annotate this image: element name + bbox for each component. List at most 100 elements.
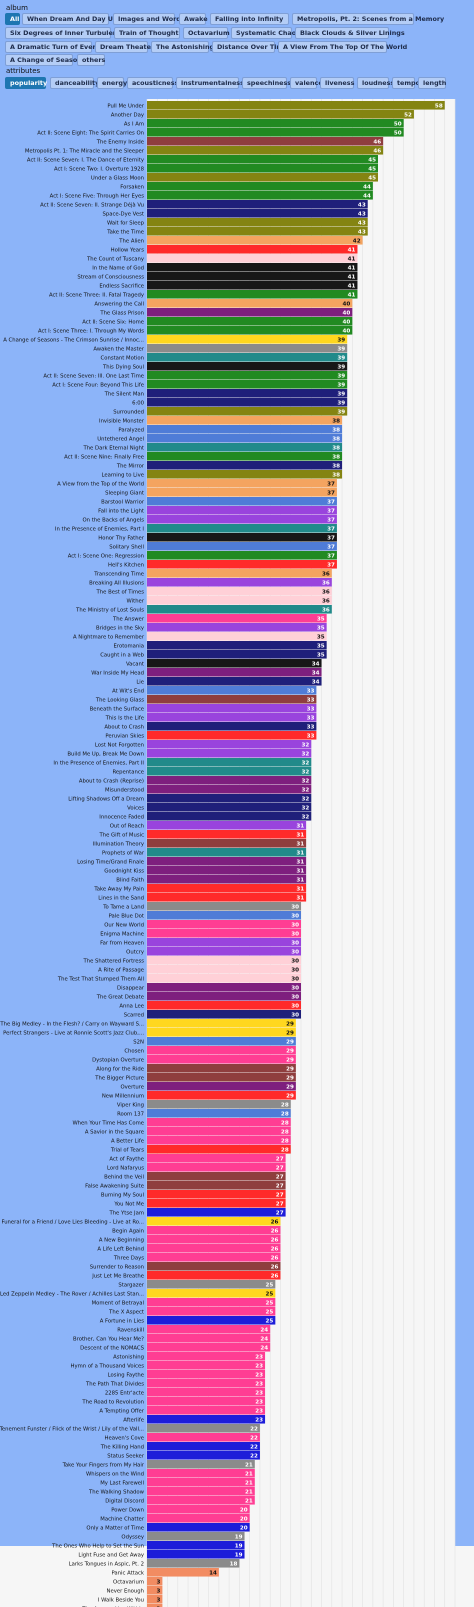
- bar[interactable]: [147, 1271, 281, 1280]
- album-filter-button-when-dream-and-day-unite[interactable]: When Dream And Day Unite: [22, 13, 127, 25]
- bar[interactable]: [147, 542, 337, 551]
- bar[interactable]: [147, 569, 332, 578]
- bar[interactable]: [147, 1073, 296, 1082]
- bar[interactable]: [147, 1316, 276, 1325]
- bar[interactable]: [147, 875, 307, 884]
- album-filter-button-images-and-words[interactable]: Images and Words: [113, 13, 185, 25]
- attribute-filter-button-valence[interactable]: valence: [290, 77, 323, 89]
- bar[interactable]: [147, 461, 343, 470]
- bar[interactable]: [147, 947, 301, 956]
- bar[interactable]: [147, 119, 404, 128]
- attribute-filter-button-length[interactable]: length: [418, 77, 446, 89]
- attribute-filter-button-energy[interactable]: energy: [97, 77, 127, 89]
- bar[interactable]: [147, 479, 337, 488]
- bar[interactable]: [147, 425, 343, 434]
- bar[interactable]: [147, 731, 317, 740]
- bar[interactable]: [147, 1109, 291, 1118]
- bar[interactable]: [147, 1487, 255, 1496]
- bar[interactable]: [147, 614, 327, 623]
- bar[interactable]: [147, 1604, 163, 1607]
- bar[interactable]: [147, 1433, 260, 1442]
- bar[interactable]: [147, 866, 307, 875]
- bar[interactable]: [147, 1235, 281, 1244]
- bar[interactable]: [147, 632, 327, 641]
- bar[interactable]: [147, 704, 317, 713]
- bar[interactable]: [147, 641, 327, 650]
- bar[interactable]: [147, 299, 353, 308]
- album-filter-button-train-of-thought[interactable]: Train of Thought: [114, 27, 180, 39]
- bar[interactable]: [147, 857, 307, 866]
- bar[interactable]: [147, 893, 307, 902]
- bar[interactable]: [147, 398, 348, 407]
- bar[interactable]: [147, 776, 312, 785]
- bar[interactable]: [147, 1379, 266, 1388]
- bar[interactable]: [147, 191, 373, 200]
- album-filter-button-awake[interactable]: Awake: [179, 13, 208, 25]
- bar[interactable]: [147, 227, 368, 236]
- bar[interactable]: [147, 101, 445, 110]
- bar[interactable]: [147, 1055, 296, 1064]
- bar[interactable]: [147, 974, 301, 983]
- bar[interactable]: [147, 155, 378, 164]
- attribute-filter-button-instrumentalness[interactable]: instrumentalness: [176, 77, 244, 89]
- album-filter-button-six-degrees-of-inner-turbulence[interactable]: Six Degrees of Inner Turbulence: [5, 27, 125, 39]
- bar[interactable]: [147, 623, 327, 632]
- album-filter-button-all[interactable]: All: [5, 13, 20, 25]
- bar[interactable]: [147, 1154, 286, 1163]
- bar[interactable]: [147, 389, 348, 398]
- bar[interactable]: [147, 794, 312, 803]
- bar[interactable]: [147, 1046, 296, 1055]
- album-filter-button-a-change-of-seasons[interactable]: A Change of Seasons: [5, 54, 86, 66]
- bar[interactable]: [147, 695, 317, 704]
- bar[interactable]: [147, 740, 312, 749]
- attribute-filter-button-loudness[interactable]: loudness: [357, 77, 394, 89]
- bar[interactable]: [147, 677, 322, 686]
- bar[interactable]: [147, 146, 384, 155]
- bar[interactable]: [147, 1514, 250, 1523]
- bar[interactable]: [147, 992, 301, 1001]
- bar[interactable]: [147, 1577, 163, 1586]
- bar[interactable]: [147, 848, 307, 857]
- bar[interactable]: [147, 353, 348, 362]
- bar[interactable]: [147, 1082, 296, 1091]
- album-filter-button-systematic-chaos[interactable]: Systematic Chaos: [231, 27, 300, 39]
- bar[interactable]: [147, 128, 404, 137]
- bar[interactable]: [147, 497, 337, 506]
- bar[interactable]: [147, 443, 343, 452]
- bar[interactable]: [147, 1442, 260, 1451]
- bar[interactable]: [147, 911, 301, 920]
- attribute-filter-button-popularity[interactable]: popularity: [5, 77, 47, 89]
- bar[interactable]: [147, 1541, 245, 1550]
- bar[interactable]: [147, 416, 343, 425]
- bar[interactable]: [147, 281, 358, 290]
- bar[interactable]: [147, 839, 307, 848]
- bar[interactable]: [147, 1406, 266, 1415]
- bar[interactable]: [147, 218, 368, 227]
- bar[interactable]: [147, 317, 353, 326]
- bar[interactable]: [147, 1550, 245, 1559]
- bar[interactable]: [147, 1280, 276, 1289]
- bar[interactable]: [147, 1478, 255, 1487]
- bar[interactable]: [147, 1091, 296, 1100]
- bar[interactable]: [147, 1253, 281, 1262]
- bar[interactable]: [147, 1217, 281, 1226]
- bar[interactable]: [147, 938, 301, 947]
- bar[interactable]: [147, 596, 332, 605]
- bar[interactable]: [147, 1037, 296, 1046]
- bar[interactable]: [147, 1334, 271, 1343]
- bar[interactable]: [147, 308, 353, 317]
- bar[interactable]: [147, 1559, 240, 1568]
- bar[interactable]: [147, 488, 337, 497]
- bar[interactable]: [147, 1505, 250, 1514]
- bar[interactable]: [147, 1118, 291, 1127]
- bar[interactable]: [147, 1451, 260, 1460]
- album-filter-button-others[interactable]: others: [77, 54, 105, 66]
- bar[interactable]: [147, 533, 337, 542]
- bar[interactable]: [147, 1100, 291, 1109]
- album-filter-button-distance-over-time[interactable]: Distance Over Time: [212, 41, 287, 53]
- bar[interactable]: [147, 1010, 301, 1019]
- bar[interactable]: [147, 1532, 245, 1541]
- bar[interactable]: [147, 1595, 163, 1604]
- attribute-filter-button-liveness[interactable]: liveness: [320, 77, 354, 89]
- bar[interactable]: [147, 380, 348, 389]
